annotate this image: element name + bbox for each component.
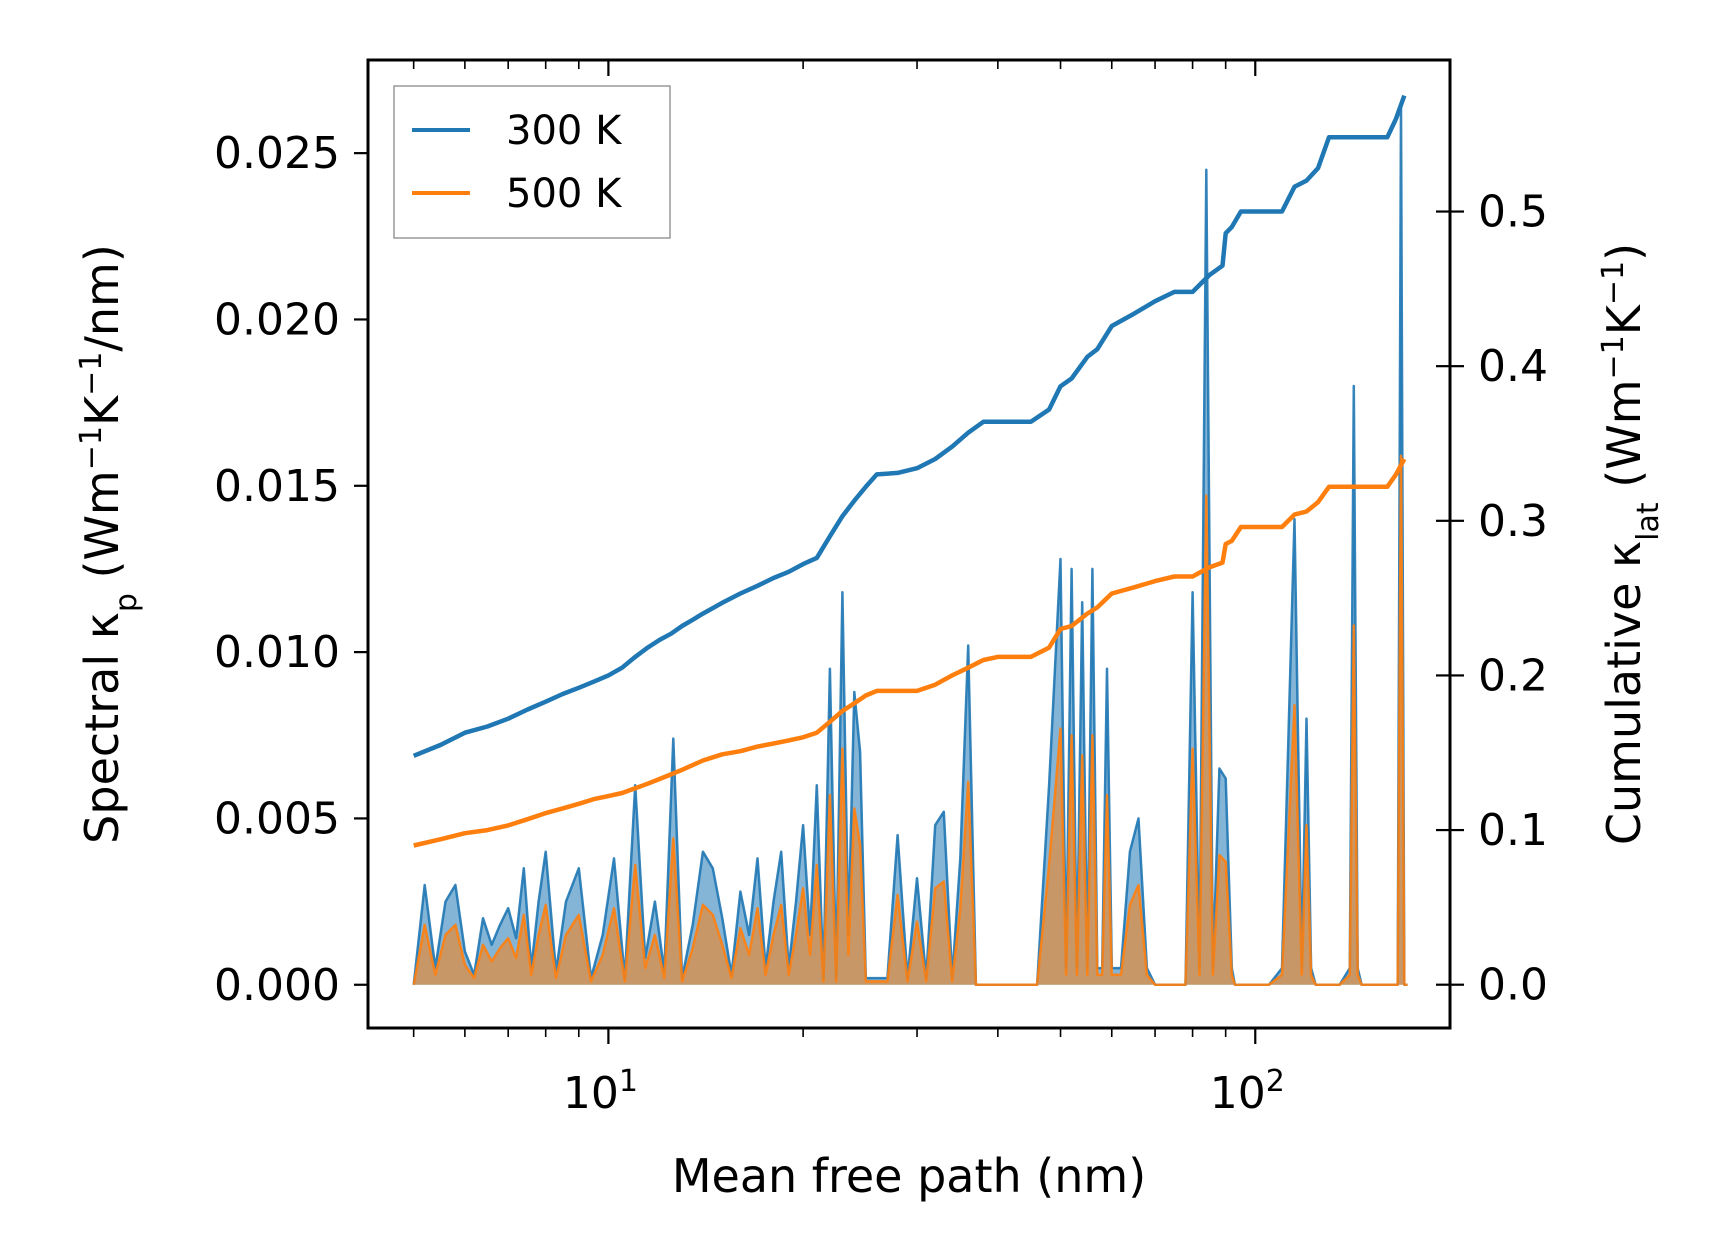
x-tick-label: 101	[563, 1064, 638, 1120]
y-right-axis-title: Cumulative κlat (Wm−1K−1)	[1596, 243, 1666, 845]
y-right-tick-label: 0.2	[1478, 650, 1548, 701]
cumulative-line-300k	[412, 94, 1407, 758]
plot-area	[412, 94, 1408, 987]
legend-label-500k: 500 K	[506, 171, 623, 217]
y-left-tick-label: 0.025	[214, 128, 340, 179]
legend-box	[393, 85, 671, 239]
y-left-tick-label: 0.020	[214, 294, 340, 345]
y-left-axis-title: Spectral κp (Wm−1K−1/nm)	[74, 244, 144, 844]
y-right-tick-label: 0.1	[1478, 805, 1548, 856]
y-left-tick-label: 0.015	[214, 461, 340, 512]
legend: 300 K 500 K	[393, 85, 671, 239]
y-left-tick-label: 0.000	[214, 960, 340, 1011]
x-tick-label: 102	[1210, 1064, 1285, 1120]
y-right-tick-label: 0.5	[1478, 187, 1548, 238]
spectral-line-500k	[412, 454, 1408, 987]
y-right-tick-label: 0.3	[1478, 496, 1548, 547]
legend-label-300k: 300 K	[506, 108, 623, 154]
plot-frame	[366, 58, 1452, 1030]
cumulative-line-500k	[413, 457, 1407, 848]
y-left-tick-label: 0.005	[214, 793, 340, 844]
y-right-tick-label: 0.0	[1478, 960, 1548, 1011]
y-right-tick-label: 0.4	[1478, 341, 1548, 392]
y-left-tick-label: 0.010	[214, 627, 340, 678]
axes: 0.000 0.005 0.010 0.015 0.020 0.025 0.0 0.1 0.2 0…	[214, 60, 1548, 1119]
x-axis-title: Mean free path (nm)	[672, 1149, 1146, 1203]
